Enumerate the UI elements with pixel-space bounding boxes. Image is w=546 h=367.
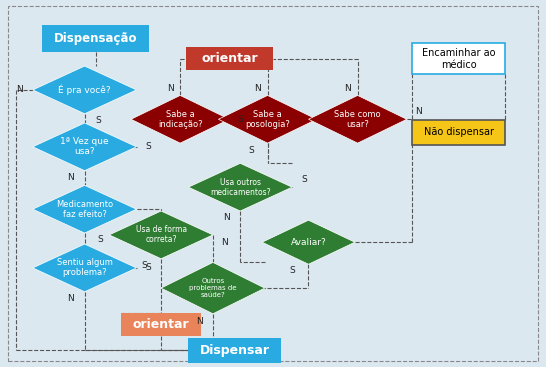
FancyBboxPatch shape [121,313,200,336]
Text: Sabe a
indicação?: Sabe a indicação? [158,110,203,129]
Polygon shape [33,244,136,292]
Polygon shape [33,185,136,233]
Text: N: N [68,294,74,303]
Polygon shape [109,211,213,259]
Text: Avaliar?: Avaliar? [290,238,327,247]
Text: S: S [248,146,254,155]
Text: Usa de forma
correta?: Usa de forma correta? [135,225,187,244]
Text: N: N [416,108,422,116]
Text: N: N [345,84,351,93]
Text: N: N [254,84,261,93]
Text: S: S [96,116,101,125]
Text: orientar: orientar [133,318,189,331]
FancyBboxPatch shape [412,43,505,74]
Text: N: N [223,213,230,222]
Text: 1ª Vez que
usa?: 1ª Vez que usa? [60,137,109,156]
Polygon shape [308,95,407,143]
Text: S: S [301,175,307,184]
Text: Usa outros
medicamentos?: Usa outros medicamentos? [210,178,271,197]
Text: Sabe a
posologia?: Sabe a posologia? [245,110,290,129]
Text: Medicamento
faz efeito?: Medicamento faz efeito? [56,200,113,219]
Text: Sentiu algum
problema?: Sentiu algum problema? [57,258,112,277]
Text: S: S [146,264,151,272]
Text: N: N [68,173,74,182]
Polygon shape [188,163,292,211]
Polygon shape [161,262,265,314]
Text: Encaminhar ao
médico: Encaminhar ao médico [422,48,495,69]
FancyBboxPatch shape [186,47,273,70]
Text: S: S [289,266,295,275]
Text: orientar: orientar [201,52,258,65]
Polygon shape [33,123,136,171]
Text: S: S [238,115,243,124]
Text: Dispensação: Dispensação [54,32,137,45]
Text: N: N [222,238,228,247]
Text: N: N [196,317,203,326]
Text: Outros
problemas de
saúde?: Outros problemas de saúde? [189,278,236,298]
Text: É pra você?: É pra você? [58,85,111,95]
Text: Dispensar: Dispensar [200,344,270,357]
Polygon shape [131,95,229,143]
Text: Não dispensar: Não dispensar [424,127,494,137]
Polygon shape [218,95,317,143]
FancyBboxPatch shape [412,120,505,145]
FancyBboxPatch shape [42,25,149,52]
FancyBboxPatch shape [188,338,281,363]
Polygon shape [262,220,355,264]
Text: N: N [167,84,174,93]
Text: N: N [16,86,22,94]
Text: S: S [142,261,147,270]
Text: Sabe como
usar?: Sabe como usar? [334,110,381,129]
Polygon shape [33,66,136,114]
Text: S: S [97,235,103,244]
Text: S: S [146,142,151,151]
